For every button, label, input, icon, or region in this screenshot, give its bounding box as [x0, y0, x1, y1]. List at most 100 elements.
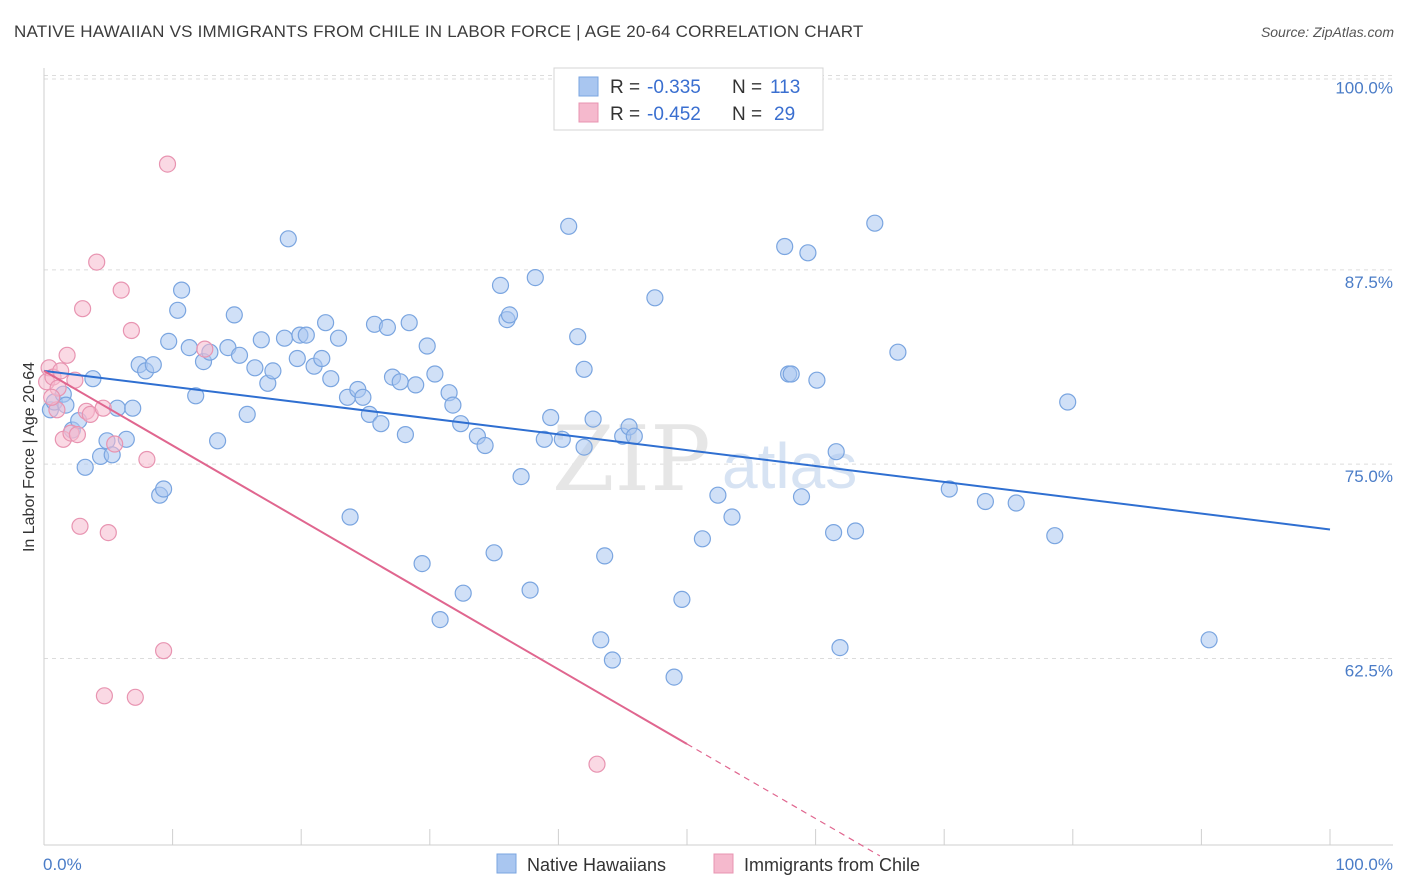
- native-hawaiians-point: [180, 339, 198, 357]
- native-hawaiians-point: [418, 337, 436, 355]
- native-hawaiians-point: [155, 480, 173, 498]
- native-hawaiians-point: [1046, 527, 1064, 545]
- native-hawaiians-point: [313, 349, 331, 368]
- native-hawaiians-point: [535, 430, 553, 448]
- chart-title: NATIVE HAWAIIAN VS IMMIGRANTS FROM CHILE…: [14, 22, 864, 41]
- legend-r-label-1: R =: [610, 77, 640, 98]
- native-hawaiians-point: [592, 631, 610, 649]
- native-hawaiians-point: [354, 388, 372, 406]
- native-hawaiians-point: [187, 387, 205, 405]
- native-hawaiians-point: [723, 508, 741, 526]
- native-hawaiians-point: [341, 508, 359, 526]
- native-hawaiians-point: [225, 306, 243, 324]
- native-hawaiians-point: [426, 365, 444, 383]
- x-ticks: [43, 829, 1331, 845]
- native-hawaiians-point: [246, 359, 264, 377]
- native-hawaiians-point: [476, 436, 494, 455]
- native-hawaiians-point: [1059, 393, 1077, 411]
- legend-swatch-immigrants-from-chile: [578, 102, 599, 123]
- native-hawaiians-point: [485, 544, 503, 562]
- immigrants-from-chile-point: [158, 155, 177, 173]
- trend-lines: [43, 369, 1331, 857]
- native-hawaiians-point: [709, 486, 727, 504]
- native-hawaiians-point: [454, 584, 472, 602]
- immigrants-from-chile-point: [126, 688, 144, 706]
- native-hawaiians-point: [322, 370, 340, 388]
- native-hawaiians-point: [693, 530, 712, 548]
- native-hawaiians-point: [84, 370, 102, 388]
- native-hawaiians-point: [889, 343, 907, 361]
- immigrants-from-chile-point: [43, 388, 61, 406]
- immigrants-from-chile-point: [122, 321, 140, 340]
- native-hawaiians-point: [297, 326, 315, 344]
- native-hawaiians-point: [625, 427, 643, 445]
- native-hawaiians-point: [824, 523, 843, 542]
- x-tick-label-left: 0.0%: [43, 855, 82, 874]
- legend-n-label-1: N =: [732, 77, 762, 98]
- correlation-legend: R = -0.335 N = 113 R = -0.452 N = 29: [553, 67, 824, 131]
- immigrants-from-chile-point: [155, 642, 173, 660]
- native-hawaiians-point: [575, 360, 593, 378]
- native-hawaiians-point: [940, 480, 958, 498]
- native-hawaiians-point: [526, 269, 544, 287]
- native-hawaiians-point: [431, 610, 449, 629]
- native-hawaiians-point: [407, 376, 425, 394]
- legend-swatch-native-hawaiians: [578, 76, 599, 97]
- native-hawaiians-point: [776, 237, 794, 256]
- native-hawaiians-point: [1007, 494, 1025, 512]
- native-hawaiians-point: [596, 547, 614, 565]
- y-tick-label: 100.0%: [1335, 79, 1393, 98]
- legend-box: [553, 67, 824, 131]
- immigrants-from-chile-point: [88, 253, 106, 271]
- native-hawaiians-point: [238, 405, 256, 423]
- bottom-legend-swatch-native-hawaiians: [496, 853, 517, 874]
- native-hawaiians-point: [144, 356, 162, 374]
- immigrants-from-chile-point: [71, 517, 89, 535]
- native-hawaiians-point: [76, 458, 94, 476]
- native-hawaiians-point: [646, 289, 664, 307]
- immigrants-from-chile-point: [95, 687, 114, 705]
- immigrants-from-chile-point: [73, 300, 92, 318]
- native-hawaiians-point: [575, 438, 593, 456]
- native-hawaiians-point: [665, 668, 683, 686]
- immigrants-from-chile-point: [52, 362, 70, 380]
- immigrants-from-chile-point: [99, 523, 117, 542]
- native-hawaiians-point: [160, 332, 178, 350]
- legend-r-value-1: -0.335: [647, 77, 701, 98]
- y-axis-label: In Labor Force | Age 20-64: [21, 362, 38, 552]
- native-hawaiians-point: [396, 426, 414, 444]
- y-tick-label: 75.0%: [1345, 467, 1393, 486]
- native-hawaiians-point: [173, 281, 191, 299]
- native-hawaiians-point: [491, 276, 510, 294]
- watermark-atlas: atlas: [722, 430, 857, 502]
- axes: [43, 68, 1393, 846]
- native-hawaiians-point: [542, 408, 560, 427]
- immigrants-from-chile-point: [94, 399, 112, 417]
- native-hawaiians-point: [512, 468, 530, 486]
- legend-r-value-2: -0.452: [647, 104, 701, 125]
- legend-r-label-2: R =: [610, 104, 640, 125]
- trend-line-native-hawaiians: [43, 369, 1331, 531]
- immigrants-from-chile-point: [106, 435, 124, 453]
- native-hawaiians-point: [444, 396, 462, 414]
- legend-n-label-2: N =: [732, 104, 762, 125]
- native-hawaiians-point: [252, 331, 270, 349]
- native-hawaiians-point: [279, 230, 297, 248]
- native-hawaiians-point: [782, 365, 800, 383]
- native-hawaiians-point: [976, 492, 995, 511]
- immigrants-from-chile-point: [68, 426, 87, 444]
- trend-line-immigrants-from-chile: [43, 370, 688, 745]
- y-tick-label: 62.5%: [1345, 661, 1393, 680]
- legend-n-value-1: 113: [770, 77, 800, 98]
- native-hawaiians-point: [603, 651, 622, 669]
- native-hawaiians-point: [569, 328, 587, 346]
- immigrants-from-chile-point: [58, 346, 76, 364]
- native-hawaiians-point: [560, 217, 578, 235]
- immigrants-from-chile-point: [196, 340, 214, 358]
- y-tick-label: 87.5%: [1345, 273, 1393, 292]
- native-hawaiians-point: [584, 410, 602, 428]
- native-hawaiians-point: [827, 443, 845, 461]
- series-immigrants-from-chile-points: [37, 155, 606, 773]
- native-hawaiians-point: [230, 346, 249, 364]
